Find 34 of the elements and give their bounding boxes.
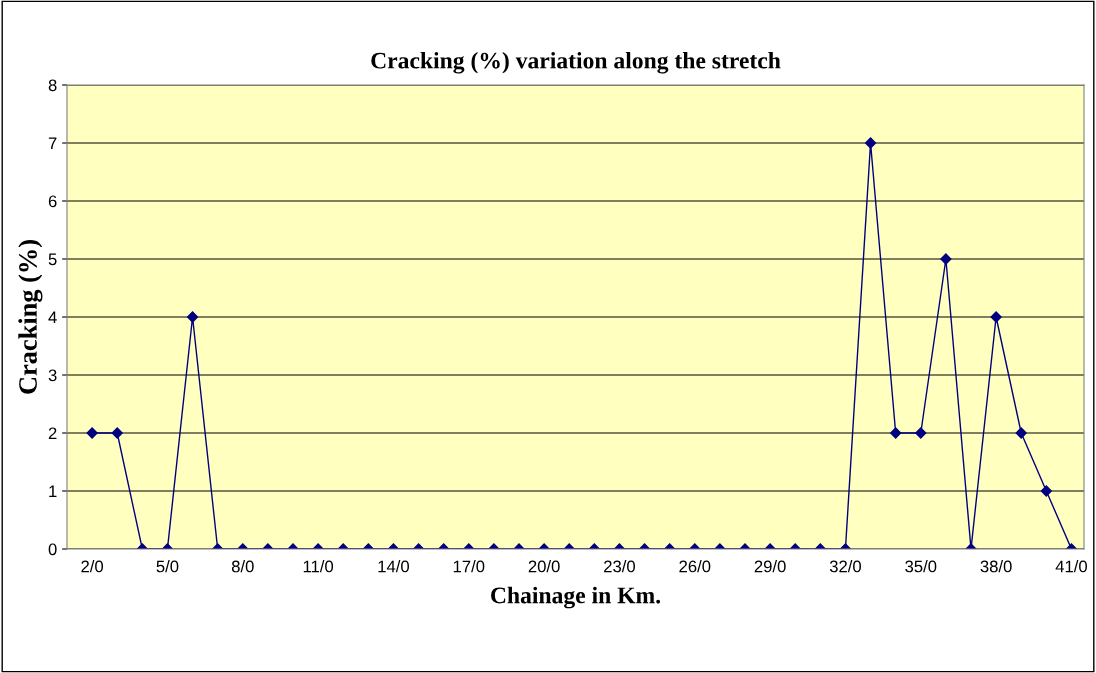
x-tick-label: 11/0 [303,560,334,573]
x-tick-label: 32/0 [829,560,862,573]
x-tick-label: 29/0 [754,560,786,573]
x-tick-label: 8/0 [231,560,254,573]
point [186,311,199,323]
point [990,311,1002,323]
point [890,427,902,439]
y-tick-label: 6 [48,195,57,208]
y-axis-title: Cracking (%) [18,240,43,394]
point [940,253,952,265]
x-tick-label: 35/0 [905,560,937,573]
x-tick-label: 2/0 [81,560,104,573]
point [111,427,123,439]
y-tick-label: 5 [48,253,57,266]
y-tick-label: 8 [48,79,57,92]
x-tick-label: 14/0 [378,560,410,573]
y-tick-label: 2 [48,427,57,440]
x-tick-label: 20/0 [528,560,560,573]
x-tick-label: 38/0 [980,560,1012,573]
x-axis-title: Chainage in Km. [491,586,661,609]
point [1015,427,1027,439]
point [915,427,927,439]
x-tick-label: 23/0 [604,560,636,573]
y-tick-label: 1 [49,485,57,498]
point [86,427,98,439]
x-tick-label: 5/0 [156,560,179,573]
chart-title: Cracking (%) variation along the stretch [371,51,781,74]
y-tick-label: 4 [48,311,57,324]
x-tick-label: 26/0 [679,560,711,573]
y-tick-label: 0 [48,543,57,556]
x-tick-label: 41/0 [1055,560,1088,573]
y-tick-label: 3 [48,369,57,382]
x-tick-label: 17/0 [453,560,485,573]
y-tick-label: 7 [48,137,57,150]
